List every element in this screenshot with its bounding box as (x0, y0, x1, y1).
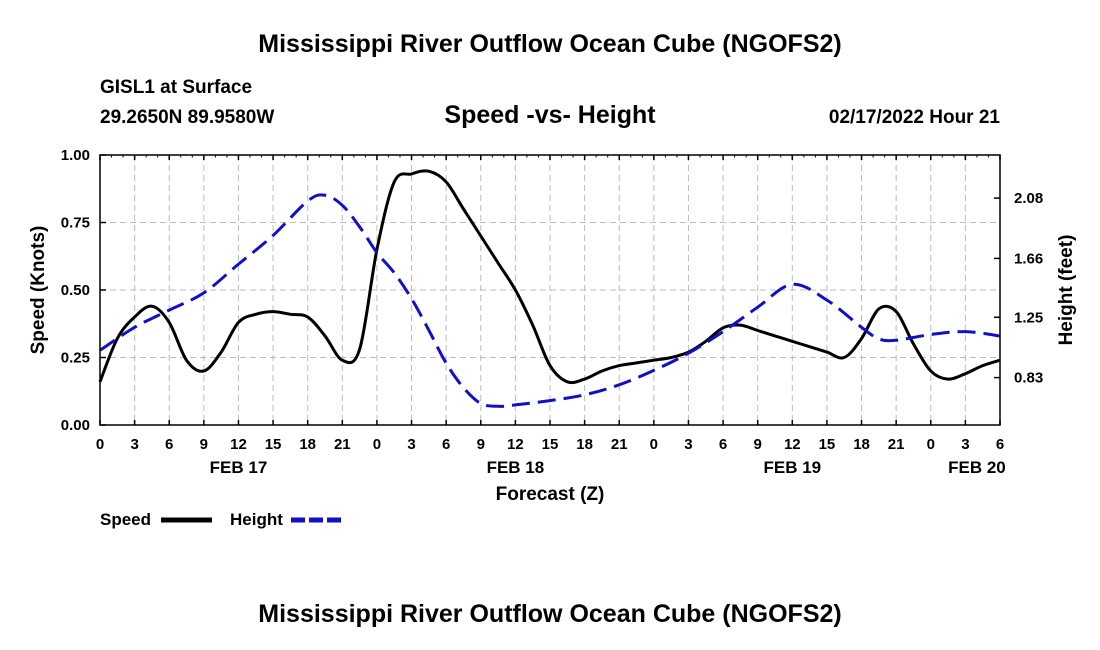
speed-height-chart: 0 3 6 9 12 15 18 21 0 3 6 9 12 15 18 21 0 3 6 9 12 15 18 21 0 3 6 0… (28, 147, 1077, 529)
x-tick-label: 0 (373, 436, 381, 453)
x-tick-label: 21 (334, 436, 351, 453)
x-tick-label: 0 (927, 436, 935, 453)
plot-frame (99, 154, 1001, 426)
y2-tick-label: 0.83 (1014, 370, 1043, 387)
x-tick-label: 15 (819, 436, 836, 453)
x-tick-label: 18 (299, 436, 316, 453)
x-tick-label: 9 (477, 436, 485, 453)
x-tick-label: 3 (684, 436, 692, 453)
x-tick-label: 15 (265, 436, 282, 453)
footer-title: Mississippi River Outflow Ocean Cube (NG… (258, 600, 842, 628)
x-tick-label: 0 (96, 436, 104, 453)
x-tick-label: 18 (853, 436, 870, 453)
y2-axis-title: Height (feet) (1056, 235, 1077, 346)
legend: Speed Height (100, 510, 342, 529)
y-tick-label: 0.75 (61, 215, 90, 232)
chart-grid (100, 155, 1000, 425)
x-tick-label: 12 (230, 436, 247, 453)
x-day-label: FEB 17 (210, 458, 268, 477)
y2-tick-label: 1.66 (1014, 250, 1043, 267)
y-axis-title: Speed (Knots) (28, 226, 49, 355)
legend-speed-label: Speed (100, 510, 151, 529)
height-series-line (99, 193, 1001, 408)
station-coordinates: 29.2650N 89.9580W (100, 107, 275, 128)
y2-tick-label: 1.25 (1014, 309, 1043, 326)
legend-height-label: Height (230, 510, 283, 529)
x-tick-label: 3 (961, 436, 969, 453)
x-tick-label: 12 (784, 436, 801, 453)
x-tick-label: 6 (719, 436, 727, 453)
y-tick-label: 0.25 (61, 350, 90, 367)
x-day-label: FEB 20 (948, 458, 1006, 477)
chart-subtitle: Speed -vs- Height (444, 101, 656, 129)
x-tick-label: 6 (165, 436, 173, 453)
y2-tick-label: 2.08 (1014, 190, 1043, 207)
x-axis-title: Forecast (Z) (496, 484, 605, 505)
y-tick-label: 1.00 (61, 147, 90, 164)
x-tick-label: 6 (996, 436, 1004, 453)
chart-main-title: Mississippi River Outflow Ocean Cube (NG… (258, 30, 842, 58)
speed-series-line (98, 169, 1001, 385)
x-tick-label: 12 (507, 436, 524, 453)
forecast-date: 02/17/2022 Hour 21 (828, 107, 1000, 128)
x-tick-label: 18 (576, 436, 593, 453)
x-tick-label: 0 (650, 436, 658, 453)
chart-axes: 0 3 6 9 12 15 18 21 0 3 6 9 12 15 18 21 0 3 6 9 12 15 18 21 0 3 6 0… (61, 147, 1043, 477)
x-tick-label: 9 (754, 436, 762, 453)
x-tick-label: 15 (542, 436, 559, 453)
x-tick-label: 21 (888, 436, 905, 453)
x-tick-label: 3 (407, 436, 415, 453)
station-name: GISL1 at Surface (100, 77, 253, 98)
y-tick-label: 0.50 (61, 282, 90, 299)
x-tick-label: 9 (200, 436, 208, 453)
x-tick-label: 3 (130, 436, 138, 453)
x-tick-label: 6 (442, 436, 450, 453)
y-tick-label: 0.00 (61, 417, 90, 434)
x-tick-label: 21 (611, 436, 628, 453)
chart-series (98, 169, 1001, 408)
x-day-label: FEB 18 (487, 458, 545, 477)
x-day-label: FEB 19 (763, 458, 821, 477)
